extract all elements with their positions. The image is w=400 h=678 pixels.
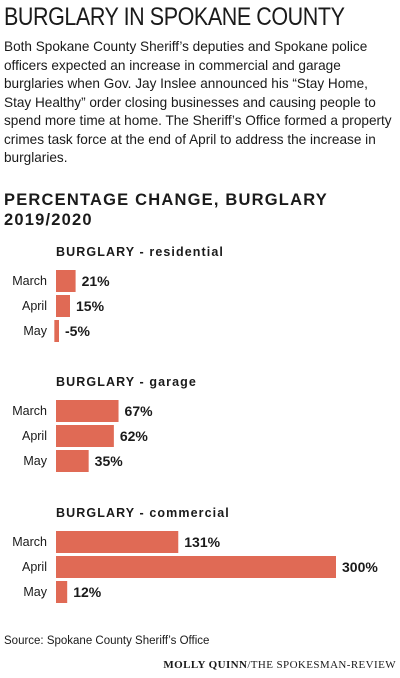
bar [56,450,89,472]
bar [56,425,114,447]
panel-title: BURGLARY - commercial [56,506,230,520]
value-label: 12% [73,584,102,600]
bar [56,556,336,578]
credit-outlet: THE SPOKESMAN-REVIEW [250,659,396,671]
credit-name: MOLLY QUINN [163,659,248,671]
bar [56,400,119,422]
headline: BURGLARY IN SPOKANE COUNTY [4,3,345,31]
value-label: 300% [342,559,378,575]
source-note: Source: Spokane County Sheriff’s Office [4,635,210,647]
category-label: May [23,324,47,338]
chart-title-line-2: 2019/2020 [4,211,93,229]
bar [56,531,179,553]
value-label: 131% [184,534,220,550]
value-label: 62% [120,428,149,444]
bar [56,270,76,292]
value-label: 35% [95,453,124,469]
value-label: -5% [65,323,90,339]
bar [54,320,59,342]
intro-paragraph: Both Spokane County Sheriff’s deputies a… [4,39,392,165]
chart-title-line-1: PERCENTAGE CHANGE, BURGLARY [4,191,328,209]
category-label: April [22,429,47,443]
category-label: April [22,560,47,574]
chart-title: PERCENTAGE CHANGE, BURGLARY 2019/2020 [4,190,384,230]
value-label: 21% [82,273,111,289]
value-label: 67% [125,403,154,419]
value-label: 15% [76,298,105,314]
panel-title: BURGLARY - residential [56,245,224,259]
category-label: May [23,454,47,468]
photo-credit: MOLLY QUINN/THE SPOKESMAN-REVIEW [163,659,396,672]
category-label: March [12,274,47,288]
panel-title: BURGLARY - garage [56,375,197,389]
bar [56,581,68,603]
category-label: March [12,535,47,549]
category-label: April [22,299,47,313]
category-label: March [12,404,47,418]
category-label: May [23,585,47,599]
bar [56,295,70,317]
credit-separator: / [247,659,251,671]
